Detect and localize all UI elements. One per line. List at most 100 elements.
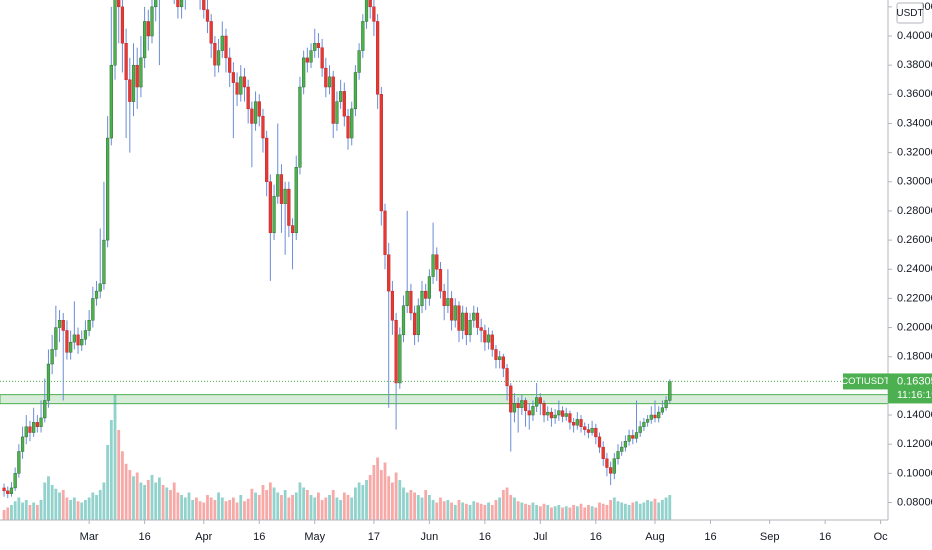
volume-bar [402,487,405,520]
volume-bar [439,497,442,520]
volume-bar [183,497,187,520]
volume-bar [268,482,272,520]
volume-bar [84,500,87,520]
candle-body [620,446,624,452]
candle-body [224,35,228,59]
volume-bar [231,497,235,520]
candle-body [350,108,354,139]
candle-body [176,0,180,8]
candle-body [61,320,65,331]
volume-bar [550,507,553,520]
candle-body [472,312,476,321]
candle-body [416,305,420,336]
candle-body [246,86,250,110]
volume-bar [575,506,579,520]
candle-body [494,349,498,360]
candle-body [431,254,435,277]
volume-bar [501,490,505,520]
volume-bar [17,497,21,520]
volume-bar [620,502,624,520]
candle-body [290,225,295,234]
candle-body [205,9,210,22]
candle-body [94,290,99,299]
candle-body [231,72,235,83]
candle-body [631,435,635,439]
volume-bar [561,507,564,520]
candle-body [143,21,147,59]
candle-body [379,94,383,212]
candle-body [542,403,546,416]
volume-bar [564,506,568,520]
candle-body [612,458,616,474]
candle-body [649,414,653,420]
volume-bar [509,495,513,520]
candle-body [76,334,80,346]
volume-bar [527,505,531,520]
volume-bar [365,480,368,520]
candle-body [420,290,424,306]
candle-body [657,411,661,419]
candle-body [32,422,36,433]
volume-bar [368,475,372,520]
volume-bar [631,502,635,520]
candle-body [113,0,117,66]
candle-body [342,91,346,117]
volume-bar [272,487,276,520]
x-tick-label: Jun [421,531,439,543]
candle-body [464,312,468,336]
candle-body [69,341,73,353]
candle-body [424,290,428,299]
volume-bar [65,497,69,520]
volume-bar [302,487,306,520]
volume-bar [261,485,265,520]
volume-bar [409,490,413,520]
candle-body [146,21,150,37]
volume-bar [6,507,10,520]
candle-body [91,298,95,321]
candle-body [361,21,365,51]
volume-bar [161,485,165,520]
volume-bar [287,497,291,520]
last-price-label: 0.16305 [897,375,932,387]
volume-bar [176,492,180,520]
volume-bar [72,497,76,520]
volume-bar [587,505,590,520]
volume-bar [664,497,668,520]
candle-body [287,188,291,226]
candle-body [117,0,121,8]
volume-bar [490,505,494,520]
volume-bar [376,457,380,520]
candle-body [106,137,110,241]
candle-body [235,82,239,95]
candle-body [557,410,561,416]
volume-bar [420,497,424,520]
volume-bar [590,506,594,520]
candle-body [642,422,646,427]
candle-body [39,417,43,427]
candle-body [475,312,480,328]
volume-bar [653,498,657,520]
countdown-label: 11:16:19 [897,389,932,401]
volume-bar [557,505,561,520]
candle-body [83,330,88,340]
candle-body [139,57,143,88]
candle-body [427,276,431,299]
volume-bar [128,470,132,520]
currency-label: USDT [896,8,923,19]
volume-bar [583,507,587,520]
candle-body [272,196,276,234]
volume-bar [457,500,461,520]
volume-bar [494,500,498,520]
volume-bar [342,492,346,520]
candle-body [179,0,184,8]
candle-body [512,403,517,413]
candle-body [298,86,302,168]
candle-body [250,108,254,124]
candle-body [283,188,287,204]
